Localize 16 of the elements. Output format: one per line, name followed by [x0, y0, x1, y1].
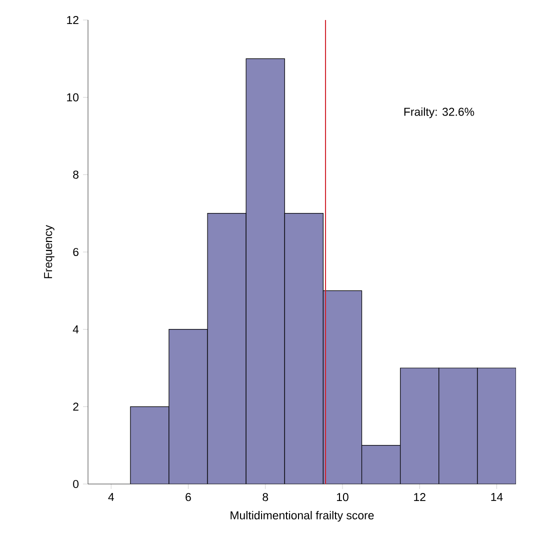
y-tick-label: 10 [67, 93, 79, 102]
y-tick-label: 8 [73, 170, 78, 179]
y-tick-label: 2 [73, 402, 78, 411]
x-tick-label: 12 [414, 493, 426, 502]
y-tick-label: 12 [67, 16, 78, 24]
y-tick-label: 4 [72, 325, 79, 334]
x-tick-label: 10 [336, 493, 348, 502]
y-axis-title: Frequency [44, 224, 54, 278]
x-axis-title: Multidimentional frailty score [230, 510, 374, 522]
x-tick-label: 14 [491, 493, 503, 501]
annotation: Frailty: 32.6% [404, 107, 474, 118]
x-tick-label: 6 [186, 493, 191, 502]
y-tick-label: 0 [73, 480, 79, 488]
y-tick-label: 6 [73, 248, 78, 256]
x-tick-label: 8 [262, 493, 268, 502]
x-tick-label: 4 [108, 493, 114, 501]
